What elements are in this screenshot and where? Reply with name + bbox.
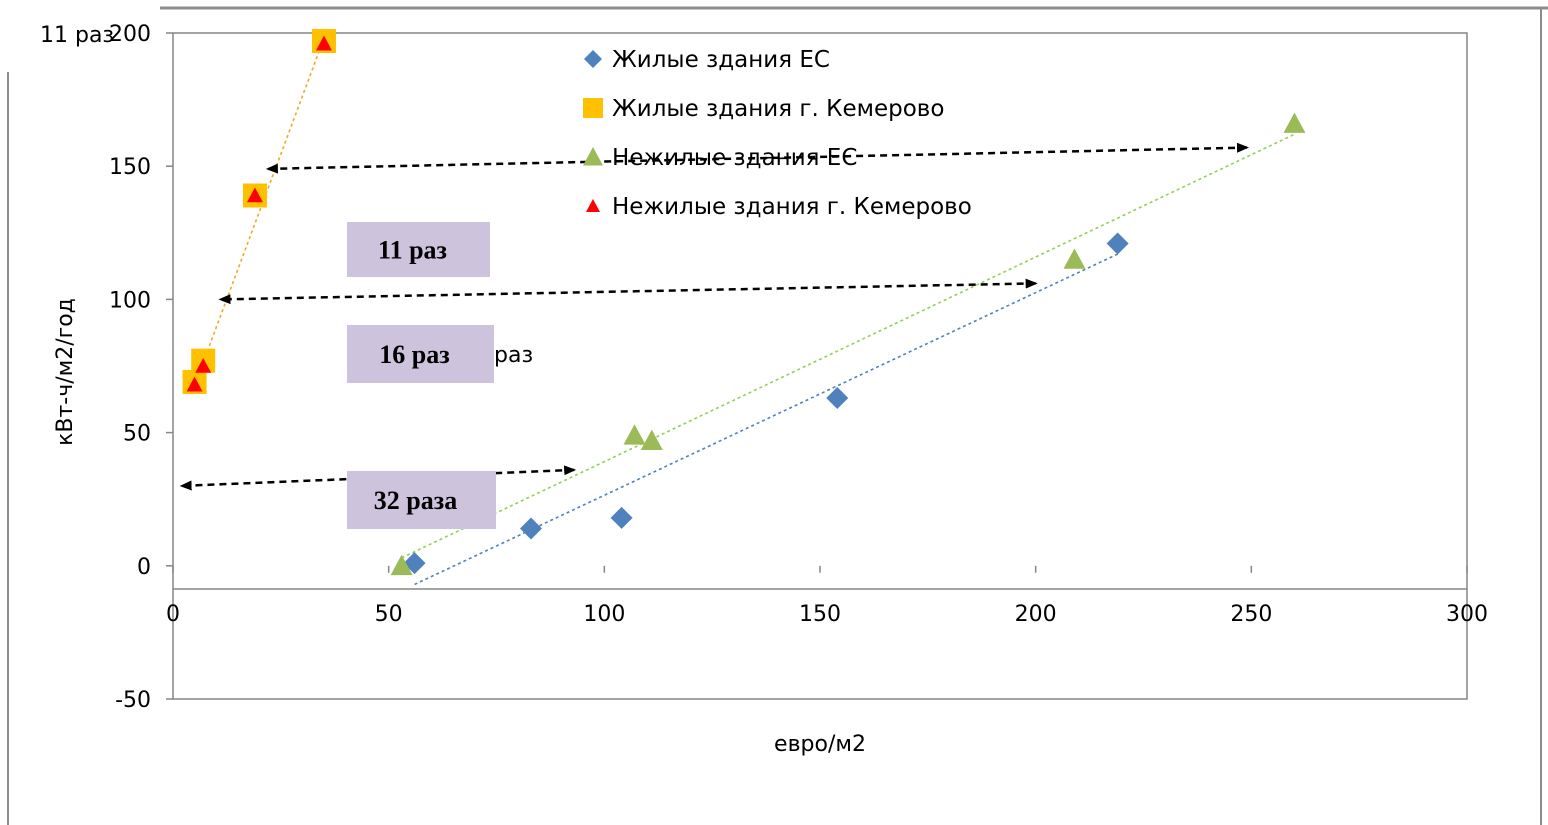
callout-box-1 [347,222,490,277]
arrow-left-1 [265,146,1248,174]
legend-label-3: Нежилые здания ЕС [612,145,857,171]
data-point-series-4 [186,376,203,392]
x-tick-label: 150 [799,602,841,627]
x-axis-ticks: 0 50 100 150 200 250 300 [166,565,1488,627]
callout-box-2 [347,325,494,383]
ghost-label-2: раз [494,343,533,368]
y-tick-label: 50 [123,422,151,447]
data-point-series-4 [246,187,263,203]
x-tick-label: 50 [375,602,403,627]
y-tick-label: 0 [137,555,151,580]
callout-label-2: 16 раз [379,340,449,369]
data-point-series-3 [1283,112,1306,133]
data-point-series-1 [826,386,849,409]
x-tick-label: 300 [1446,602,1488,627]
trendline-3 [401,133,1295,559]
y-tick-label: -50 [115,688,151,713]
x-tick-label: 0 [166,602,180,627]
legend: Жилые здания ЕС Жилые здания г. Кемерово Н… [583,47,972,220]
callout-box-3 [347,471,496,529]
legend-label-4: Нежилые здания г. Кемерово [612,194,972,220]
data-point-series-4 [195,358,212,373]
data-point-series-3 [390,554,413,576]
annotation-arrows: 11 раз раз 16 раз 32 раза [179,142,1250,529]
y-tick-label: 150 [109,155,151,180]
y-axis-title: кВт-ч/м2/год [53,298,78,446]
x-tick-label: 250 [1230,602,1272,627]
data-point-series-4 [315,35,332,51]
data-point-series-3 [1063,248,1086,269]
data-point-series-1 [520,517,543,540]
legend-marker-3 [583,147,603,166]
data-point-series-1 [610,506,633,529]
x-tick-label: 200 [1015,602,1057,627]
data-point-series-1 [1106,232,1129,255]
y-tick-label: 100 [109,288,151,313]
legend-marker-4 [586,199,600,212]
callout-label-3: 32 раза [374,486,457,515]
legend-label-1: Жилые здания ЕС [612,47,830,73]
x-axis-title: евро/м2 [774,732,866,757]
arrow-left-2 [218,282,1036,305]
legend-marker-2 [583,98,603,118]
y-axis-ticks: -50 0 50 100 150 200 [109,22,173,713]
data-point-series-3 [640,429,663,450]
corner-label: 11 раз [40,23,114,48]
data-points [182,28,1306,576]
callout-label-1: 11 раз [378,236,447,265]
legend-marker-1 [584,50,602,68]
data-point-series-3 [623,424,646,445]
legend-label-2: Жилые здания г. Кемерово [612,96,944,122]
trendlines [198,38,1295,586]
x-tick-label: 100 [583,602,625,627]
y-tick-label: 200 [109,22,151,47]
